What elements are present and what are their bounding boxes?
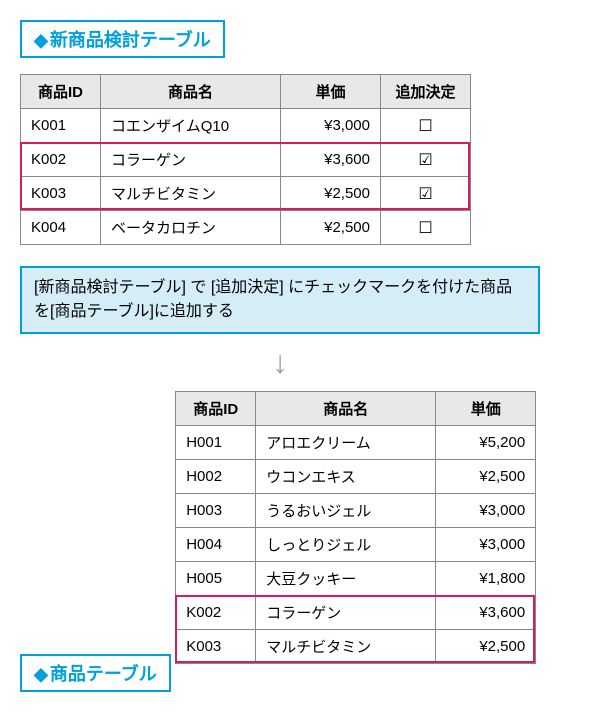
cell-check: ☐ <box>381 211 471 245</box>
cell-price: ¥3,000 <box>436 528 536 562</box>
cell-id: K003 <box>176 630 256 664</box>
cell-name: コラーゲン <box>101 143 281 177</box>
cell-name: 大豆クッキー <box>256 562 436 596</box>
cell-price: ¥3,600 <box>436 596 536 630</box>
cell-name: コエンザイムQ10 <box>101 109 281 143</box>
cell-id: K002 <box>176 596 256 630</box>
table-row: K001コエンザイムQ10¥3,000 ☐ <box>21 109 471 143</box>
table-row: K002コラーゲン¥3,600 <box>176 596 536 630</box>
instruction-box: [新商品検討テーブル] で [追加決定] にチェックマークを付けた商品を[商品テ… <box>20 266 540 334</box>
cell-name: しっとりジェル <box>256 528 436 562</box>
cell-price: ¥3,000 <box>281 109 381 143</box>
cell-check: ☐ <box>381 109 471 143</box>
cell-name: アロエクリーム <box>256 426 436 460</box>
cell-id: K004 <box>21 211 101 245</box>
cell-price: ¥2,500 <box>281 211 381 245</box>
cell-id: K002 <box>21 143 101 177</box>
cell-name: マルチビタミン <box>101 177 281 211</box>
cell-name: コラーゲン <box>256 596 436 630</box>
table1-wrap: 商品ID 商品名 単価 追加決定 K001コエンザイムQ10¥3,000☐K00… <box>20 74 471 261</box>
cell-name: うるおいジェル <box>256 494 436 528</box>
table1-header-row: 商品ID 商品名 単価 追加決定 <box>21 75 471 109</box>
cell-id: H005 <box>176 562 256 596</box>
table1: 商品ID 商品名 単価 追加決定 K001コエンザイムQ10¥3,000☐K00… <box>20 74 471 245</box>
cell-check: ☑ <box>381 143 471 177</box>
table2-header-row: 商品ID 商品名 単価 <box>176 392 536 426</box>
cell-id: H004 <box>176 528 256 562</box>
cell-price: ¥1,800 <box>436 562 536 596</box>
cell-name: マルチビタミン <box>256 630 436 664</box>
table-row: H001アロエクリーム¥5,200 <box>176 426 536 460</box>
table2-title-box: ◆商品テーブル <box>20 654 171 692</box>
checkbox-icon: ☐ <box>418 118 432 135</box>
cell-id: H001 <box>176 426 256 460</box>
diamond-icon: ◆ <box>34 664 48 684</box>
cell-name: ベータカロチン <box>101 211 281 245</box>
cell-price: ¥2,500 <box>436 630 536 664</box>
cell-price: ¥3,000 <box>436 494 536 528</box>
table2-title-text: 商品テーブル <box>50 664 157 684</box>
cell-id: K003 <box>21 177 101 211</box>
diamond-icon: ◆ <box>34 30 48 50</box>
cell-price: ¥3,600 <box>281 143 381 177</box>
table-row: K003マルチビタミン¥2,500 <box>176 630 536 664</box>
table-row: H002ウコンエキス¥2,500 <box>176 460 536 494</box>
table2-col-id: 商品ID <box>176 392 256 426</box>
cell-id: H002 <box>176 460 256 494</box>
table1-col-check: 追加決定 <box>381 75 471 109</box>
table1-col-name: 商品名 <box>101 75 281 109</box>
table2-col-name: 商品名 <box>256 392 436 426</box>
cell-name: ウコンエキス <box>256 460 436 494</box>
table-row: H004しっとりジェル¥3,000 <box>176 528 536 562</box>
checkbox-icon: ☑ <box>418 186 432 203</box>
cell-id: K001 <box>21 109 101 143</box>
table2: 商品ID 商品名 単価 H001アロエクリーム¥5,200H002ウコンエキス¥… <box>175 391 536 664</box>
table-row: K003マルチビタミン¥2,500 ☑ <box>21 177 471 211</box>
cell-price: ¥2,500 <box>281 177 381 211</box>
table1-title-text: 新商品検討テーブル <box>50 30 211 50</box>
table1-col-id: 商品ID <box>21 75 101 109</box>
cell-check: ☑ <box>381 177 471 211</box>
arrow-down-icon: ↓ <box>20 344 540 381</box>
table2-col-price: 単価 <box>436 392 536 426</box>
instruction-text: [新商品検討テーブル] で [追加決定] にチェックマークを付けた商品を[商品テ… <box>34 279 512 320</box>
checkbox-icon: ☑ <box>418 152 432 169</box>
table-row: K004ベータカロチン¥2,500 ☐ <box>21 211 471 245</box>
table1-title-box: ◆新商品検討テーブル <box>20 20 225 58</box>
table-row: H005大豆クッキー¥1,800 <box>176 562 536 596</box>
checkbox-icon: ☐ <box>418 220 432 237</box>
cell-price: ¥5,200 <box>436 426 536 460</box>
table-row: K002コラーゲン¥3,600 ☑ <box>21 143 471 177</box>
cell-id: H003 <box>176 494 256 528</box>
cell-price: ¥2,500 <box>436 460 536 494</box>
table-row: H003うるおいジェル¥3,000 <box>176 494 536 528</box>
table1-col-price: 単価 <box>281 75 381 109</box>
table2-wrap: 商品ID 商品名 単価 H001アロエクリーム¥5,200H002ウコンエキス¥… <box>175 391 536 680</box>
